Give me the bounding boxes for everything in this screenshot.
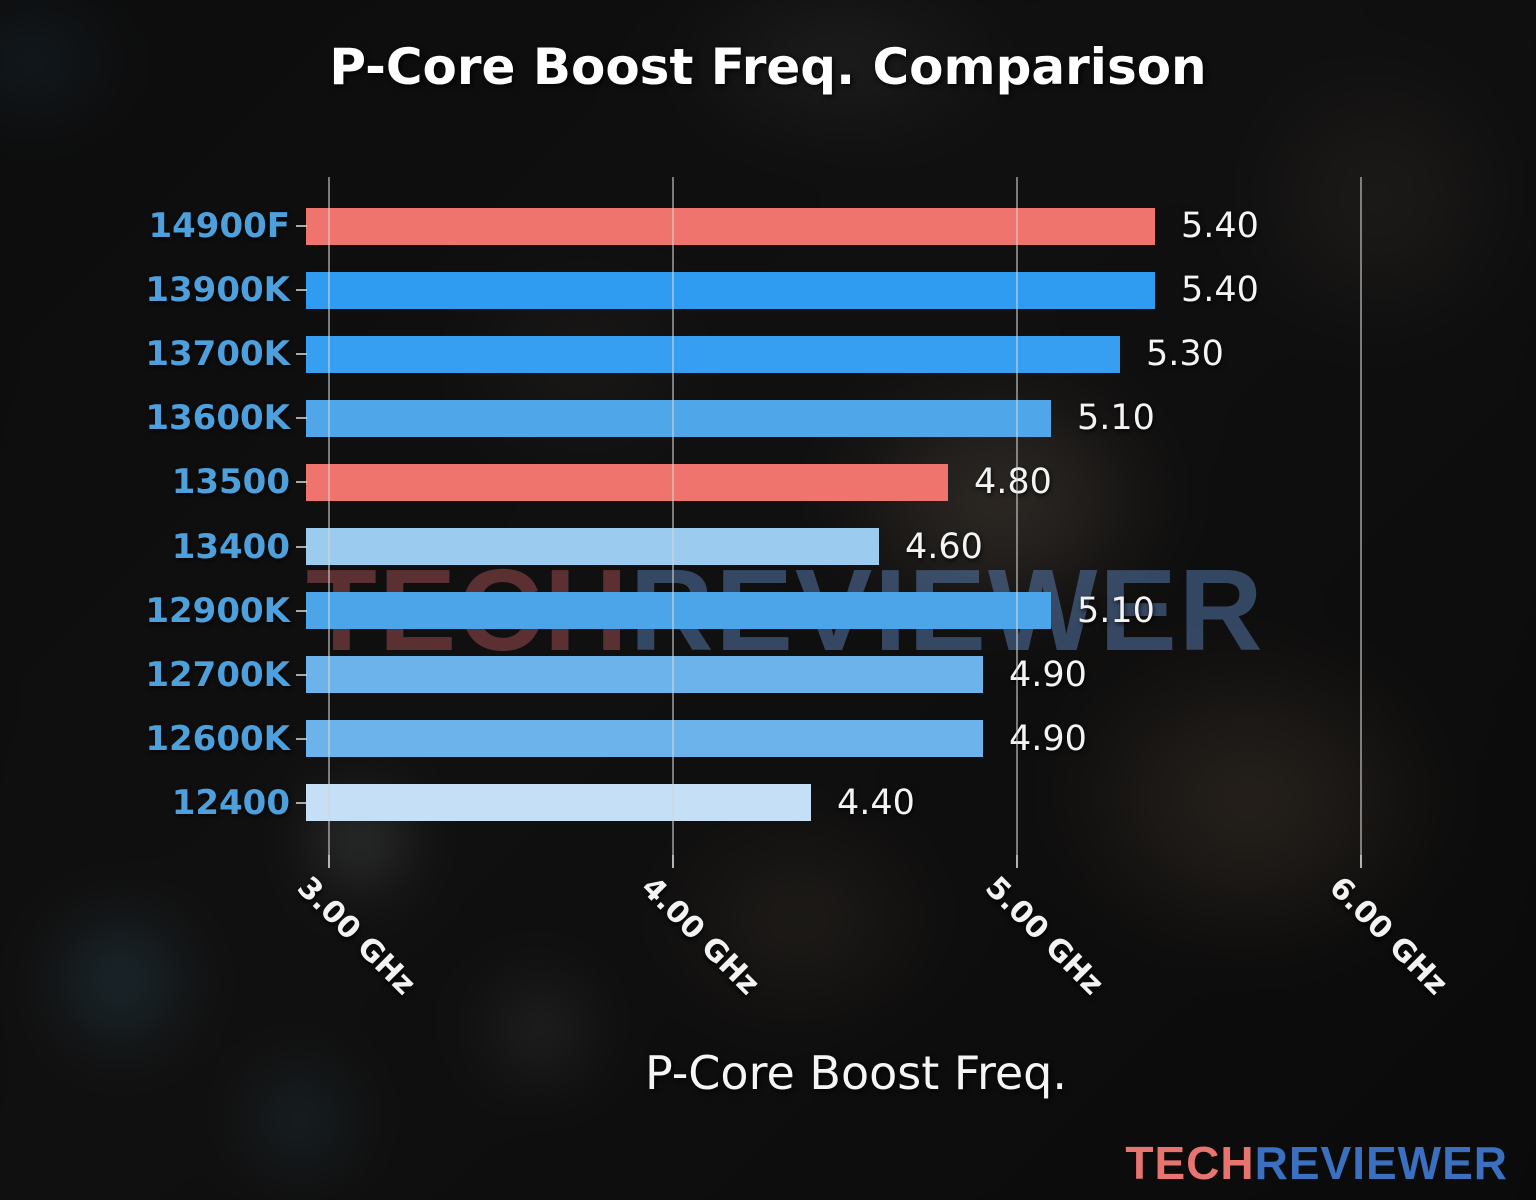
y-axis-tick [296,417,307,419]
x-tick-label: 6.00 GHz [1322,870,1455,1002]
brand-logo-tech: TECH [1125,1137,1255,1189]
y-axis-tick [296,481,307,483]
x-axis-tick [1016,855,1019,868]
y-tick-label: 12900K [145,591,290,631]
y-tick-label: 12400 [171,783,290,823]
y-axis-tick [296,802,307,804]
x-tick-label: 5.00 GHz [978,870,1111,1002]
x-axis-tick [672,855,675,868]
bar-value-label: 4.60 [905,527,983,567]
x-axis-tick [328,855,331,868]
y-tick-label: 13400 [171,527,290,567]
bar [306,400,1051,437]
x-axis-title: P-Core Boost Freq. [644,1046,1068,1100]
x-tick-label: 4.00 GHz [634,870,767,1002]
bar [306,784,811,821]
grid-line [672,177,675,855]
y-tick-label: 13900K [145,270,290,310]
y-tick-label: 12600K [145,719,290,759]
bar-value-label: 5.10 [1077,591,1155,631]
bar [306,272,1155,309]
bar-value-label: 5.40 [1181,270,1259,310]
y-tick-label: 13700K [145,334,290,374]
y-tick-label: 12700K [145,655,290,695]
bar [306,656,983,693]
y-axis-tick [296,546,307,548]
x-tick-label: 3.00 GHz [290,870,423,1002]
bar-value-label: 4.40 [837,783,915,823]
grid-line [1016,177,1019,855]
y-axis-tick [296,289,307,291]
y-axis-tick [296,738,307,740]
bar-value-label: 5.30 [1146,334,1224,374]
bar [306,592,1051,629]
y-axis-tick [296,674,307,676]
bar-value-label: 5.40 [1181,206,1259,246]
brand-logo: TECHREVIEWER [1125,1136,1508,1190]
y-tick-label: 13500 [171,462,290,502]
y-tick-label: 14900F [148,206,290,246]
bar-value-label: 4.90 [1009,655,1087,695]
chart-title: P-Core Boost Freq. Comparison [329,38,1207,96]
bar-value-label: 4.90 [1009,719,1087,759]
bar [306,208,1155,245]
x-axis-tick [1360,855,1363,868]
grid-line [328,177,331,855]
y-tick-label: 13600K [145,398,290,438]
y-axis-tick [296,225,307,227]
bar [306,336,1120,373]
y-axis-tick [296,610,307,612]
bar [306,720,983,757]
bar [306,528,879,565]
bar-value-label: 4.80 [974,462,1052,502]
bar-value-label: 5.10 [1077,398,1155,438]
grid-line [1360,177,1363,855]
bar [306,464,948,501]
brand-logo-reviewer: REVIEWER [1254,1137,1508,1189]
y-axis-tick [296,353,307,355]
